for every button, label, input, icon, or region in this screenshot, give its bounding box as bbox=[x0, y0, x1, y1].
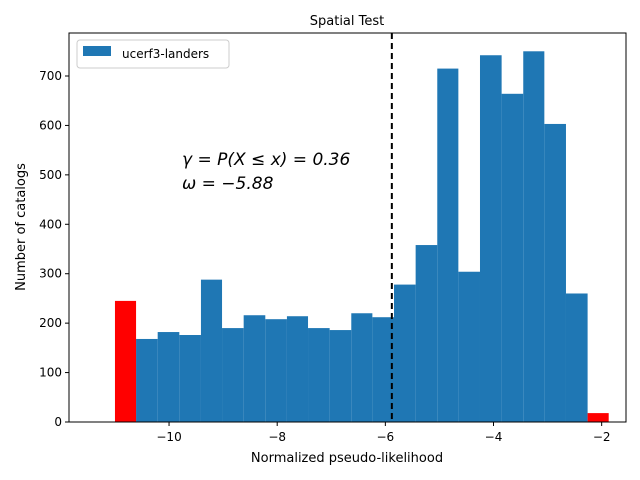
histogram-bar-4 bbox=[222, 328, 244, 422]
y-tick-label: 0 bbox=[54, 415, 62, 429]
histogram-bar-7 bbox=[286, 316, 309, 422]
histogram-bar-8 bbox=[308, 328, 330, 422]
histogram-bar-11 bbox=[372, 317, 395, 422]
histogram-bar-17 bbox=[501, 93, 524, 423]
x-tick-label: −10 bbox=[156, 430, 181, 444]
tail-bar-1 bbox=[587, 413, 609, 422]
y-tick-label: 100 bbox=[39, 366, 62, 380]
legend-box bbox=[76, 39, 230, 69]
histogram-bar-1 bbox=[157, 332, 180, 422]
histogram-bar-6 bbox=[265, 319, 287, 422]
histogram-bar-0 bbox=[136, 338, 158, 422]
y-tick-label: 700 bbox=[39, 69, 62, 83]
histogram-bar-16 bbox=[479, 55, 502, 422]
histogram-bar-10 bbox=[351, 313, 373, 422]
histogram-bar-14 bbox=[437, 68, 459, 422]
chart-title: Spatial Test bbox=[310, 14, 385, 29]
tail-bar-0 bbox=[114, 300, 137, 422]
y-tick-label: 600 bbox=[39, 118, 62, 132]
histogram-bar-18 bbox=[523, 51, 545, 422]
y-axis-label: Number of catalogs bbox=[14, 163, 29, 291]
bars-group bbox=[114, 51, 609, 423]
y-tick-label: 300 bbox=[39, 267, 62, 281]
annotation-omega: ω = −5.88 bbox=[182, 174, 274, 194]
x-tick-label: −8 bbox=[268, 430, 286, 444]
histogram-bar-12 bbox=[394, 284, 416, 422]
axes-frame bbox=[68, 32, 627, 423]
legend-swatch bbox=[83, 46, 111, 56]
histogram-bar-20 bbox=[565, 293, 588, 422]
x-ticks: −10 −8 −6 −4 −2 bbox=[156, 422, 611, 444]
histogram-bar-19 bbox=[544, 123, 566, 422]
histogram-bar-13 bbox=[415, 245, 438, 422]
histogram-bar-2 bbox=[179, 335, 201, 422]
histogram-bar-9 bbox=[329, 330, 352, 422]
x-tick-label: −6 bbox=[377, 430, 395, 444]
x-tick-label: −2 bbox=[593, 430, 611, 444]
y-tick-label: 400 bbox=[39, 217, 62, 231]
y-tick-label: 200 bbox=[39, 316, 62, 330]
y-ticks: 0 100 200 300 400 500 600 700 bbox=[39, 69, 69, 429]
y-tick-label: 500 bbox=[39, 168, 62, 182]
histogram-bar-15 bbox=[458, 271, 480, 422]
annotation-gamma: γ = P(X ≤ x) = 0.36 bbox=[182, 150, 350, 170]
legend-label: ucerf3-landers bbox=[122, 47, 209, 61]
legend: ucerf3-landers bbox=[76, 39, 230, 69]
x-tick-label: −4 bbox=[485, 430, 503, 444]
histogram-bar-3 bbox=[200, 279, 223, 422]
x-axis-label: Normalized pseudo-likelihood bbox=[251, 451, 443, 466]
histogram-bar-5 bbox=[243, 315, 266, 422]
